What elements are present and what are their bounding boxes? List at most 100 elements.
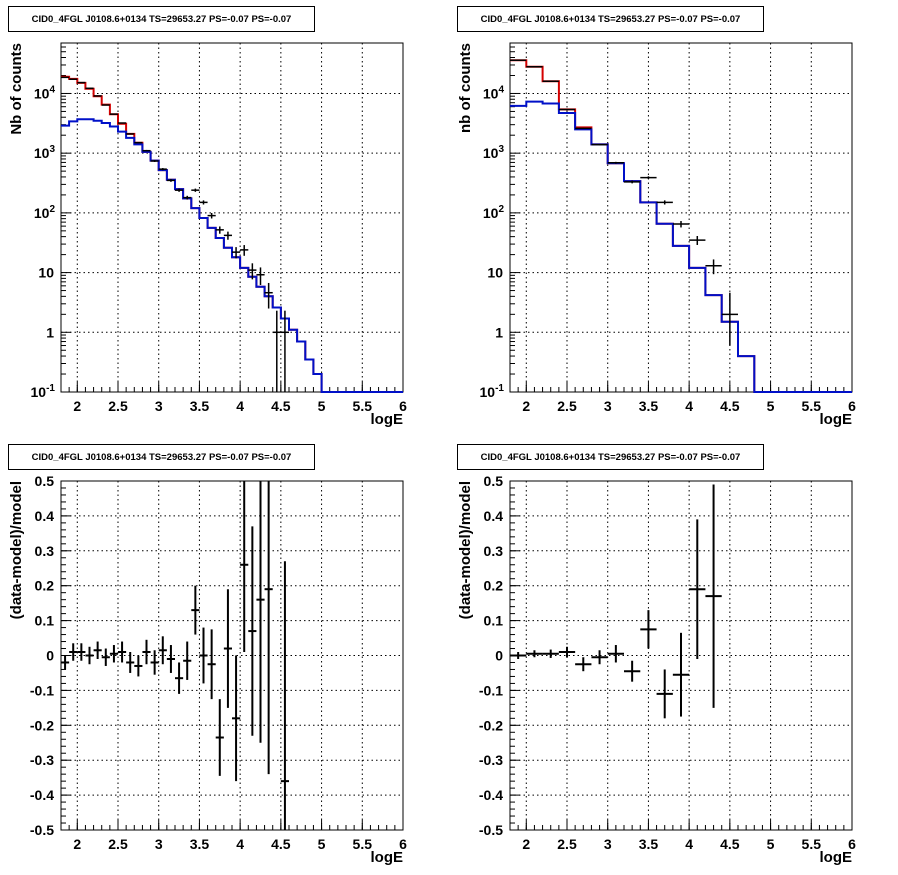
data-point bbox=[134, 141, 143, 144]
y-axis-label: (data-model)/model bbox=[457, 481, 474, 619]
residual-point bbox=[591, 650, 608, 665]
data-point bbox=[175, 188, 184, 192]
x-tick-label: 2 bbox=[73, 398, 81, 414]
spectrum-panel-right: 2 2.5 3 3.5 4 4.5 5 5.5 6 10-1 1 10 102 103 104 logE nb … bbox=[449, 0, 898, 437]
data-point bbox=[640, 176, 657, 179]
residual-point bbox=[77, 643, 86, 661]
y-tick-label: 10 bbox=[487, 265, 503, 281]
residual-point bbox=[126, 652, 135, 673]
x-tick-label: 4.5 bbox=[720, 398, 740, 414]
data-point bbox=[575, 127, 592, 130]
data-point bbox=[207, 213, 216, 219]
x-tick-label: 4.5 bbox=[720, 836, 740, 852]
y-tick-label: -0.4 bbox=[30, 787, 54, 803]
x-axis-label: logE bbox=[820, 411, 853, 428]
panel-title: CID0_4FGL J0108.6+0134 TS=29653.27 PS=-0… bbox=[457, 6, 764, 32]
y-tick-label: 0.5 bbox=[484, 473, 504, 489]
x-tick-label: 2 bbox=[73, 836, 81, 852]
residual-point bbox=[705, 484, 722, 708]
data-point bbox=[215, 226, 224, 234]
x-tick-label: 2 bbox=[522, 836, 530, 852]
residual-point bbox=[199, 627, 208, 684]
residual-point bbox=[640, 610, 657, 649]
x-tick-label: 6 bbox=[848, 398, 856, 414]
data-point bbox=[93, 95, 102, 97]
y-tick-label: 0.3 bbox=[35, 543, 55, 559]
x-axis-label: logE bbox=[820, 849, 853, 866]
series-group bbox=[61, 75, 403, 393]
residual-point bbox=[558, 646, 576, 658]
data-point bbox=[118, 122, 127, 124]
residual-point bbox=[240, 481, 249, 653]
residual-point bbox=[109, 645, 118, 663]
spectrum-panel-left: 2 2.5 3 3.5 4 4.5 5 5.5 6 10-1 1 10 102 103 104 logE Nb … bbox=[0, 0, 449, 437]
residual-point bbox=[264, 481, 273, 775]
x-tick-label: 4.5 bbox=[271, 398, 291, 414]
panel-title: CID0_4FGL J0108.6+0134 TS=29653.27 PS=-0… bbox=[8, 6, 315, 32]
x-tick-label: 3 bbox=[604, 398, 612, 414]
y-tick-label: 0.2 bbox=[35, 578, 55, 594]
x-tick-label: 3 bbox=[604, 836, 612, 852]
y-tick-label: 0 bbox=[495, 648, 503, 664]
series-group bbox=[510, 59, 852, 393]
residual-points bbox=[61, 481, 289, 830]
data-point bbox=[191, 188, 200, 192]
x-tick-label: 4 bbox=[685, 398, 693, 414]
residual-point bbox=[256, 481, 265, 743]
y-tick-label: 0.3 bbox=[484, 543, 504, 559]
residual-point bbox=[656, 669, 673, 719]
residual-points bbox=[510, 484, 722, 719]
x-tick-label: 4 bbox=[236, 836, 244, 852]
data-point bbox=[264, 282, 273, 309]
data-point bbox=[656, 200, 673, 205]
x-tick-label: 4 bbox=[236, 398, 244, 414]
data-point bbox=[705, 259, 722, 275]
y-tick-label: -0.4 bbox=[479, 787, 503, 803]
y-tick-label: -0.3 bbox=[30, 752, 54, 768]
data-point bbox=[158, 168, 167, 171]
x-tick-label: 4.5 bbox=[271, 836, 291, 852]
residual-point bbox=[134, 655, 143, 677]
panel-title: CID0_4FGL J0108.6+0134 TS=29653.27 PS=-0… bbox=[8, 444, 315, 470]
data-point bbox=[256, 267, 265, 285]
residual-point bbox=[223, 589, 232, 708]
y-tick-label: -0.2 bbox=[30, 717, 54, 733]
data-point bbox=[126, 133, 135, 135]
y-tick-label: 104 bbox=[483, 84, 505, 101]
residual-point bbox=[689, 519, 706, 659]
y-tick-label: -0.1 bbox=[30, 682, 54, 698]
data-point bbox=[142, 149, 151, 152]
data-point bbox=[223, 231, 232, 240]
x-tick-label: 5.5 bbox=[802, 836, 822, 852]
data-point bbox=[672, 221, 690, 228]
y-tick-label: 0.2 bbox=[484, 578, 504, 594]
residual-point bbox=[101, 648, 110, 666]
x-tick-label: 2 bbox=[522, 398, 530, 414]
residual-point bbox=[215, 699, 224, 776]
spectrum-plot-left: 2 2.5 3 3.5 4 4.5 5 5.5 6 10-1 1 10 102 103 104 logE Nb … bbox=[8, 42, 407, 428]
y-tick-label: 1 bbox=[495, 324, 503, 340]
y-tick-label: 103 bbox=[483, 144, 505, 161]
y-tick-label: -0.3 bbox=[479, 752, 503, 768]
x-tick-label: 6 bbox=[399, 398, 407, 414]
plot-frame bbox=[509, 42, 853, 393]
residual-point bbox=[542, 649, 559, 658]
y-tick-label: -0.1 bbox=[479, 682, 503, 698]
y-tick-label: 0.1 bbox=[35, 613, 55, 629]
residual-panel-left: 2 2.5 3 3.5 4 4.5 5 5.5 6 -0.5 -0.4 -0.3 -0.2 -0.1 0 0.… bbox=[0, 438, 449, 875]
x-tick-label: 2.5 bbox=[108, 836, 128, 852]
residual-point bbox=[191, 585, 200, 635]
residual-point bbox=[526, 650, 543, 658]
plot-frame bbox=[60, 42, 404, 393]
x-tick-label: 2.5 bbox=[108, 398, 128, 414]
y-tick-label: 0.1 bbox=[484, 613, 504, 629]
residual-point bbox=[142, 639, 151, 665]
y-tick-label: 10 bbox=[38, 265, 54, 281]
x-tick-label: 4 bbox=[685, 836, 693, 852]
residual-point bbox=[183, 641, 192, 680]
x-tick-label: 3.5 bbox=[190, 398, 210, 414]
residual-point bbox=[248, 526, 257, 736]
residual-point bbox=[575, 657, 592, 672]
residual-point bbox=[69, 643, 78, 661]
y-tick-label: 102 bbox=[483, 204, 505, 221]
